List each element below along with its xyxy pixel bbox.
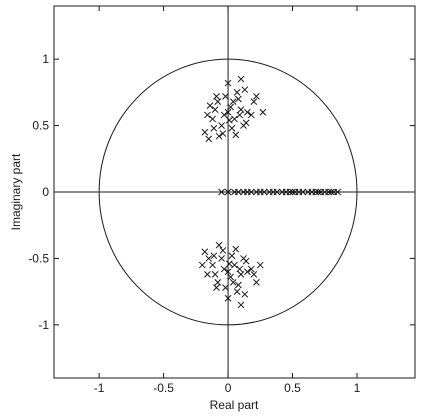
- x-marker: [219, 130, 227, 137]
- x-marker: [235, 281, 242, 289]
- x-marker: [312, 188, 320, 196]
- x-marker: [242, 257, 250, 265]
- x-marker: [225, 260, 233, 268]
- x-marker: [325, 188, 332, 196]
- x-marker: [224, 268, 232, 276]
- x-marker: [220, 111, 228, 119]
- x-marker: [228, 252, 236, 260]
- x-marker: [259, 108, 267, 116]
- x-marker: [231, 261, 238, 269]
- x-tick-label: -0.5: [153, 381, 174, 395]
- x-marker: [225, 116, 233, 124]
- x-marker: [286, 188, 294, 196]
- x-marker: [224, 79, 232, 87]
- x-marker: [213, 284, 220, 292]
- x-marker: [227, 103, 234, 111]
- y-tick-label: 0.5: [32, 119, 49, 133]
- x-marker: [289, 188, 296, 196]
- x-marker: [231, 115, 238, 123]
- x-marker: [210, 124, 218, 132]
- x-marker: [273, 188, 281, 196]
- x-marker: [224, 108, 232, 116]
- x-marker: [205, 135, 213, 143]
- y-tick-label: -0.5: [28, 251, 49, 265]
- x-marker: [229, 98, 237, 106]
- x-marker: [233, 288, 241, 295]
- x-marker: [237, 75, 245, 83]
- x-marker: [218, 188, 225, 196]
- x-marker: [204, 271, 211, 278]
- x-marker: [205, 255, 213, 262]
- x-marker: [206, 102, 214, 109]
- x-marker: [198, 261, 206, 269]
- x-marker: [236, 111, 244, 119]
- x-marker: [236, 265, 244, 273]
- x-marker: [210, 252, 218, 260]
- x-marker: [220, 265, 228, 273]
- x-marker: [222, 92, 229, 100]
- x-tick-label: 0.5: [284, 381, 301, 395]
- x-marker: [237, 301, 245, 309]
- x-marker: [218, 255, 225, 262]
- x-tick-label: 0: [225, 381, 232, 395]
- x-marker: [242, 119, 250, 127]
- x-marker: [211, 271, 219, 278]
- x-marker: [215, 132, 223, 140]
- x-marker: [215, 241, 223, 249]
- unit-circle: [98, 58, 358, 326]
- x-marker: [241, 290, 249, 298]
- x-marker: [201, 128, 209, 136]
- x-marker: [211, 106, 219, 113]
- x-marker: [256, 261, 264, 269]
- x-marker: [218, 122, 225, 129]
- x-marker: [233, 89, 241, 96]
- y-tick-label: 0: [42, 185, 49, 199]
- y-tick-label: -1: [38, 318, 49, 332]
- x-marker: [227, 273, 234, 281]
- x-marker: [244, 268, 251, 276]
- x-marker: [235, 188, 242, 196]
- y-axis-title: Imaginary part: [9, 153, 23, 230]
- axis-ticks: -1 -0.5 0 0.5 1 1 0.5 0 -0.5 -1: [28, 6, 415, 395]
- x-marker: [229, 278, 237, 286]
- data-markers: [198, 75, 341, 309]
- x-marker: [209, 261, 216, 269]
- x-marker: [237, 271, 245, 278]
- x-marker: [250, 98, 258, 106]
- x-marker: [222, 284, 229, 292]
- x-marker: [299, 188, 307, 196]
- x-axis-title: Real part: [210, 398, 259, 412]
- x-marker: [241, 86, 249, 94]
- x-marker: [213, 92, 220, 100]
- x-marker: [232, 245, 240, 253]
- x-tick-label: 1: [354, 381, 361, 395]
- x-marker: [204, 111, 211, 119]
- x-marker: [314, 188, 322, 196]
- x-marker: [247, 188, 255, 196]
- x-marker: [224, 294, 232, 302]
- x-marker: [244, 108, 251, 116]
- x-marker: [247, 265, 255, 273]
- x-marker: [327, 188, 335, 196]
- x-tick-label: -1: [94, 381, 105, 395]
- x-marker: [334, 188, 341, 196]
- x-marker: [260, 188, 268, 196]
- x-marker: [253, 278, 260, 286]
- x-marker: [214, 278, 222, 286]
- x-marker: [224, 188, 232, 196]
- y-tick-label: 1: [42, 52, 49, 66]
- x-marker: [228, 124, 236, 132]
- x-marker: [247, 111, 255, 119]
- x-marker: [219, 247, 227, 254]
- x-marker: [209, 115, 216, 123]
- x-marker: [214, 98, 222, 106]
- x-marker: [253, 92, 260, 100]
- x-marker: [201, 248, 209, 256]
- x-marker: [250, 271, 258, 278]
- x-marker: [235, 95, 242, 103]
- x-marker: [237, 106, 245, 113]
- x-marker: [232, 131, 240, 139]
